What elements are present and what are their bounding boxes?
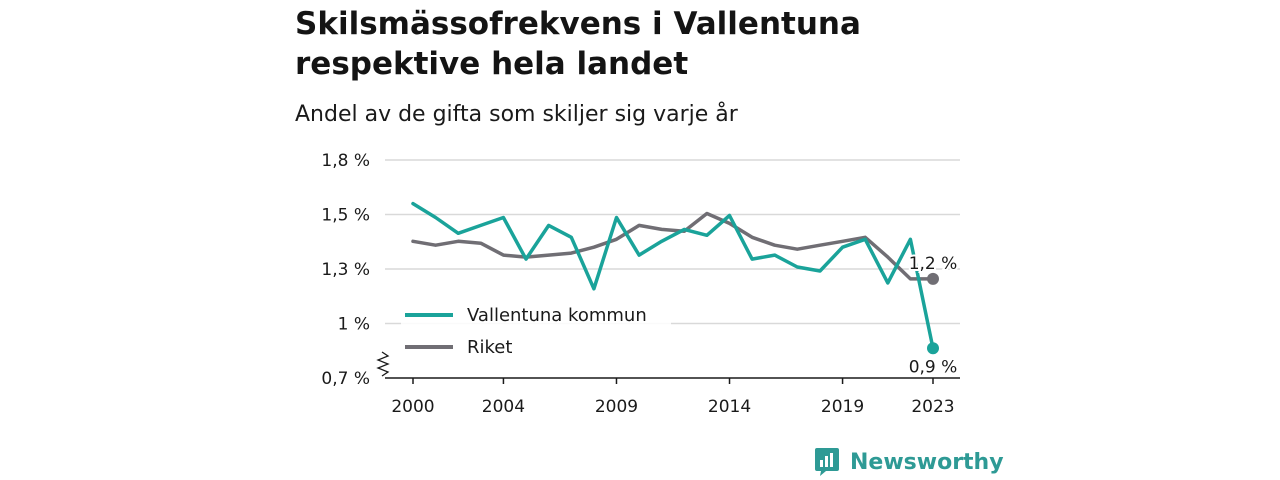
y-tick-label: 1,3 % <box>321 260 370 280</box>
y-tick-label: 1,8 % <box>321 151 370 171</box>
end-label-vallentuna: 0,9 % <box>909 357 958 377</box>
legend-label: Vallentuna kommun <box>467 305 647 326</box>
y-axis-ticks: 1,8 % 1,5 % 1,3 % 1 % 0,7 % <box>321 151 390 389</box>
series-line-vallentuna <box>411 201 935 351</box>
series-line-riket <box>411 211 935 281</box>
chart-subtitle: Andel av de gifta som skiljer sig varje … <box>295 102 738 127</box>
x-tick-label: 2004 <box>482 397 525 417</box>
end-labels: 0,9 % 1,2 % <box>907 252 960 377</box>
bar-chart-bubble-icon <box>815 448 839 476</box>
end-point-riket <box>927 272 939 285</box>
x-axis: 2000 2004 2009 2014 2019 2023 <box>385 377 960 417</box>
y-tick-label: 1 % <box>338 315 370 335</box>
line-chart: 1,8 % 1,5 % 1,3 % 1 % 0,7 % 2000 2004 2009 2014… <box>321 151 960 417</box>
chart-title: Skilsmässofrekvens i Vallentuna respekti… <box>295 6 861 82</box>
x-tick-label: 2000 <box>391 397 434 417</box>
x-tick-label: 2019 <box>821 397 864 417</box>
legend: Vallentuna kommun Riket <box>401 301 671 361</box>
series-lines <box>411 201 939 355</box>
x-tick-label: 2023 <box>911 397 954 417</box>
legend-label: Riket <box>467 337 512 358</box>
end-label-riket: 1,2 % <box>909 254 958 274</box>
brand-name: Newsworthy <box>850 449 1004 475</box>
x-tick-label: 2009 <box>595 397 638 417</box>
end-point-vallentuna <box>927 342 939 355</box>
x-tick-label: 2014 <box>708 397 751 417</box>
y-tick-label: 1,5 % <box>321 206 370 226</box>
axis-break-icon <box>376 351 390 377</box>
newsworthy-logo: Newsworthy <box>814 446 1004 478</box>
y-tick-label: 0,7 % <box>321 369 370 389</box>
